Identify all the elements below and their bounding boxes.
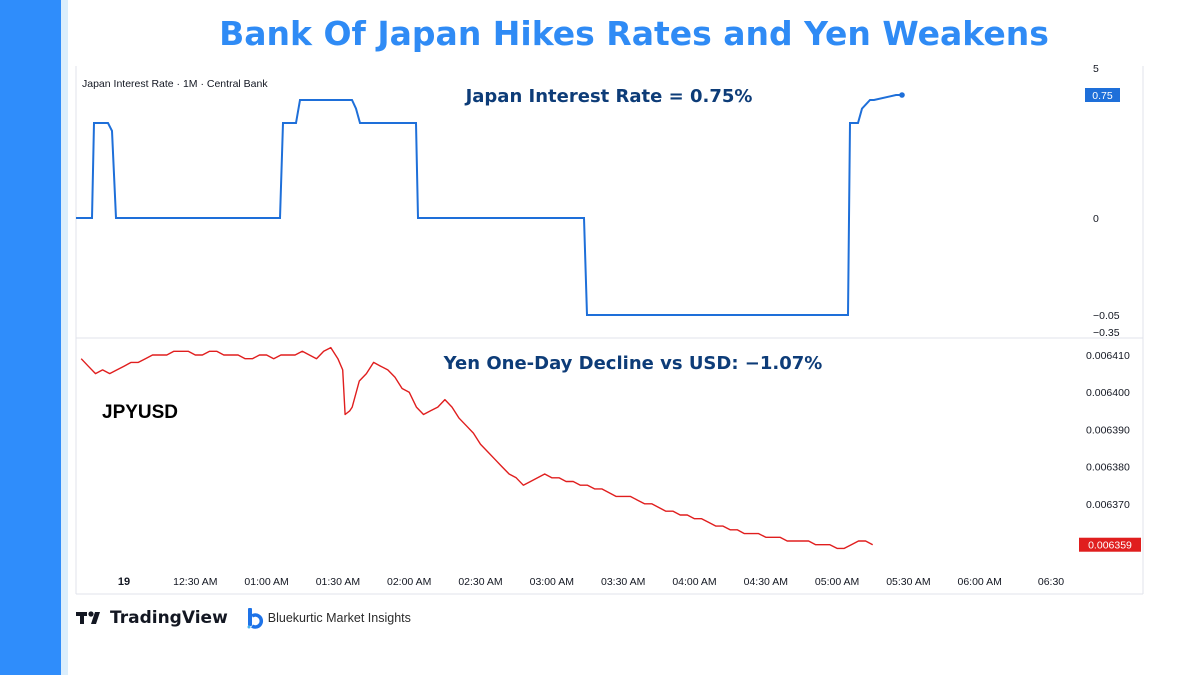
rate-legend-label: Japan Interest Rate · 1M · Central Bank xyxy=(82,78,268,90)
page-title: Bank Of Japan Hikes Rates and Yen Weaken… xyxy=(219,14,1049,53)
x-tick-label: 19 xyxy=(118,576,130,588)
tradingview-logo[interactable]: TradingView xyxy=(76,608,228,628)
x-tick-label: 05:30 AM xyxy=(886,576,930,588)
bluekurtic-logo: Bluekurtic Market Insights xyxy=(246,607,411,629)
tradingview-label: TradingView xyxy=(110,608,228,628)
rate-series-line xyxy=(76,94,902,316)
footer: TradingView Bluekurtic Market Insights xyxy=(76,607,411,629)
jpyusd-y-tick-label: 0.006370 xyxy=(1086,499,1130,511)
x-tick-label: 01:00 AM xyxy=(244,576,288,588)
rate-annotation: Japan Interest Rate = 0.75% xyxy=(464,86,753,107)
rate-y-tick-label: 5 xyxy=(1093,63,1099,75)
bluekurtic-icon xyxy=(247,608,263,629)
jpyusd-series-label: JPYUSD xyxy=(102,402,178,423)
tradingview-icon xyxy=(76,611,100,624)
jpyusd-y-tick-label: 0.006380 xyxy=(1086,462,1130,474)
rate-y-tick-label: −0.05 xyxy=(1093,310,1120,322)
rate-last-point xyxy=(899,92,905,98)
x-tick-label: 03:00 AM xyxy=(530,576,574,588)
x-tick-label: 02:30 AM xyxy=(458,576,502,588)
x-tick-label: 06:00 AM xyxy=(958,576,1002,588)
jpyusd-y-tick-label: 0.006390 xyxy=(1086,424,1130,436)
jpyusd-y-tick-label: 0.006400 xyxy=(1086,387,1130,399)
jpyusd-last-value-badge xyxy=(1079,537,1141,552)
x-tick-label: 06:30 xyxy=(1038,576,1064,588)
jpyusd-annotation: Yen One-Day Decline vs USD: −1.07% xyxy=(443,353,823,374)
x-tick-label: 05:00 AM xyxy=(815,576,859,588)
brand-label: Bluekurtic Market Insights xyxy=(267,611,411,625)
x-tick-label: 01:30 AM xyxy=(316,576,360,588)
rate-last-value-label: 0.75 xyxy=(1092,90,1113,102)
x-tick-label: 04:00 AM xyxy=(672,576,716,588)
sidebar-accent xyxy=(0,0,61,675)
x-tick-label: 03:30 AM xyxy=(601,576,645,588)
jpyusd-y-tick-label: 0.006410 xyxy=(1086,350,1130,362)
jpyusd-last-value-label: 0.006359 xyxy=(1088,540,1132,552)
rate-y-tick-label: 0 xyxy=(1093,213,1099,225)
x-tick-label: 02:00 AM xyxy=(387,576,431,588)
x-tick-label: 04:30 AM xyxy=(744,576,788,588)
rate-y-tick-label: −0.35 xyxy=(1093,327,1120,339)
jpyusd-series-line xyxy=(80,346,874,550)
x-tick-label: 12:30 AM xyxy=(173,576,217,588)
rate-last-value-badge xyxy=(1085,88,1120,102)
